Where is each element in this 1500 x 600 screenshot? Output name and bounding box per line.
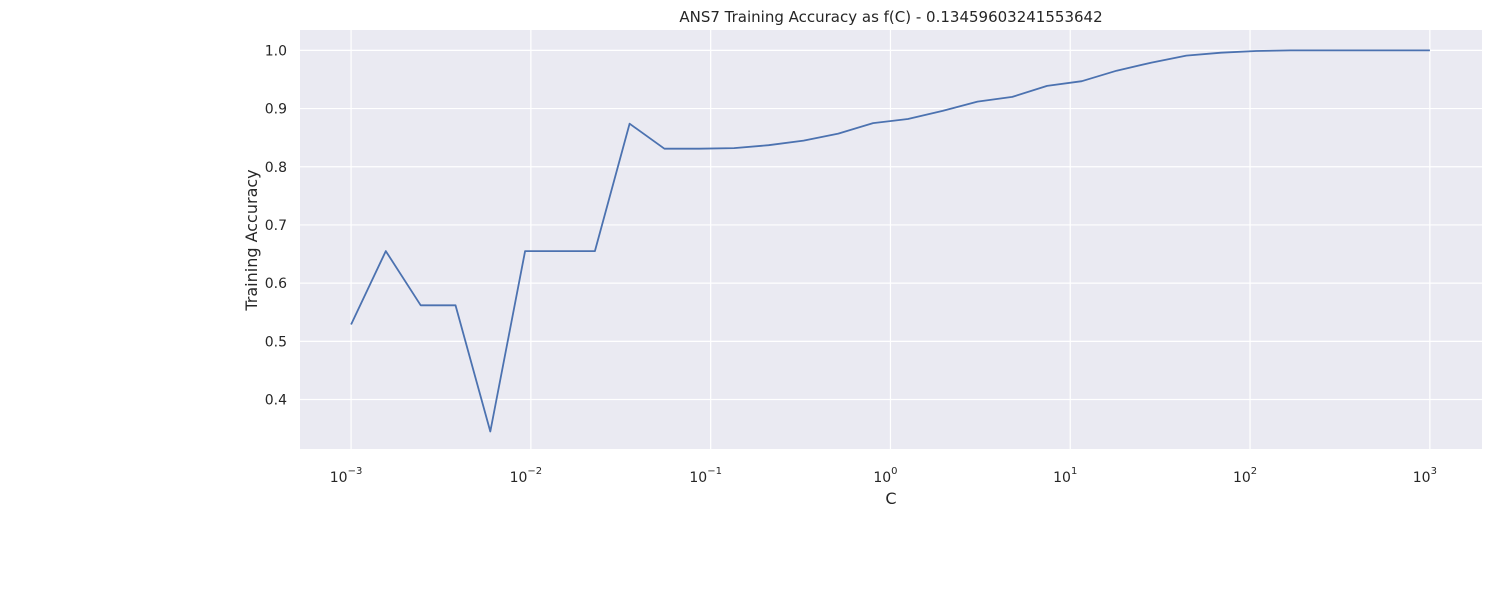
x-axis-label: C <box>885 489 896 508</box>
x-tick-exponent: −3 <box>348 466 363 477</box>
x-tick-label: 10−1 <box>689 466 722 486</box>
x-tick-labels: 10−3 10−2 10−1 100 101 102 103 <box>330 466 1437 486</box>
x-tick-base: 10 <box>330 470 348 486</box>
x-tick-base: 10 <box>1053 470 1071 486</box>
x-tick-exponent: 1 <box>1071 466 1077 477</box>
x-tick-base: 10 <box>689 470 707 486</box>
x-tick-label: 103 <box>1413 466 1437 486</box>
y-tick-label: 0.5 <box>265 334 287 350</box>
x-tick-base: 10 <box>1233 470 1251 486</box>
x-tick-label: 101 <box>1053 466 1077 486</box>
y-tick-label: 0.9 <box>265 102 287 118</box>
x-tick-base: 10 <box>1413 470 1431 486</box>
y-tick-label: 0.6 <box>265 276 287 292</box>
x-tick-label: 10−3 <box>330 466 363 486</box>
x-tick-label: 10−2 <box>510 466 543 486</box>
y-tick-label: 0.7 <box>265 218 287 234</box>
x-tick-exponent: 0 <box>891 466 897 477</box>
x-tick-exponent: 3 <box>1431 466 1437 477</box>
y-tick-label: 1.0 <box>265 43 287 59</box>
y-axis-label: Training Accuracy <box>242 169 261 311</box>
y-tick-label: 0.4 <box>265 393 287 409</box>
x-tick-exponent: −2 <box>527 466 542 477</box>
series-layer <box>350 49 1430 433</box>
y-tick-labels: 0.4 0.5 0.6 0.7 0.8 0.9 1.0 <box>265 43 287 408</box>
y-tick-label: 0.8 <box>265 160 287 176</box>
x-tick-base: 10 <box>873 470 891 486</box>
x-tick-exponent: 2 <box>1251 466 1257 477</box>
series-line <box>350 49 1430 433</box>
x-tick-label: 100 <box>873 466 897 486</box>
x-tick-label: 102 <box>1233 466 1257 486</box>
chart-title: ANS7 Training Accuracy as f(C) - 0.13459… <box>679 8 1102 26</box>
x-tick-exponent: −1 <box>707 466 722 477</box>
x-tick-base: 10 <box>510 470 528 486</box>
